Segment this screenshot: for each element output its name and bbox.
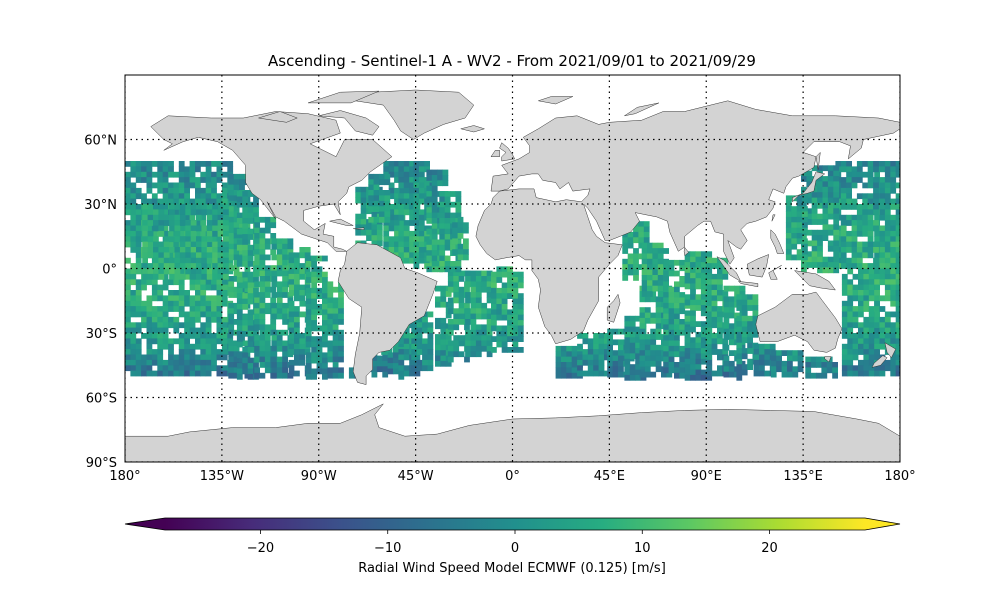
land-north-america (150, 111, 393, 252)
swath-band (447, 270, 470, 363)
land-madagascar (606, 293, 621, 323)
land-australia (755, 291, 843, 353)
longitude-tick-label: 135°W (200, 469, 244, 484)
longitude-labels: 180° 135°W 90°W 45°W 0° 45°E 90°E 135°E 180° (109, 469, 915, 484)
latitude-tick-label: 60°S (86, 392, 117, 407)
map-area (125, 75, 900, 462)
land-novaya-zemlya (624, 102, 660, 117)
land-svalbard (538, 96, 573, 105)
land-iceland (460, 125, 486, 133)
longitude-tick-label: 180° (109, 469, 140, 484)
swath-band (491, 266, 524, 353)
colorbar-outline (124, 517, 901, 531)
swath-band (327, 281, 344, 379)
map-frame (124, 74, 901, 463)
land-borneo (746, 254, 770, 278)
land-new-guinea (793, 270, 836, 291)
colorbar-tick-label: 10 (634, 541, 651, 556)
longitude-tick-label: 90°E (691, 469, 722, 484)
latitude-labels: 60°N 30°N 0° 30°S 60°S 90°S (84, 134, 117, 472)
land-greenland (354, 89, 475, 140)
land-japan (792, 171, 826, 203)
land-tasmania (824, 356, 832, 363)
land-sakhalin (815, 151, 821, 170)
swath-band (411, 311, 434, 372)
swath-band (368, 173, 391, 223)
land-sumatra (716, 256, 742, 283)
colorbar-scale (165, 518, 865, 530)
land-philippines (770, 229, 785, 254)
colorbar-ticks: −20 −10 0 10 20 (247, 530, 778, 556)
colorbar-label: Radial Wind Speed Model ECMWF (0.125) [m… (358, 561, 666, 576)
land-sri-lanka (683, 246, 689, 257)
colorbar-tick-label: 0 (511, 541, 519, 556)
land-taiwan (771, 214, 776, 222)
longitude-tick-label: 180° (884, 469, 915, 484)
latitude-tick-label: 30°S (86, 327, 117, 342)
land-new-zealand-north (884, 342, 897, 359)
land-new-zealand-south (871, 355, 888, 368)
swath-band (785, 195, 808, 261)
land-victoria-island (258, 111, 298, 123)
longitude-tick-label: 90°W (301, 469, 337, 484)
swath-band (770, 350, 804, 378)
graticule (125, 75, 900, 462)
land-layer (125, 89, 900, 462)
land-eurasia-africa (475, 100, 900, 345)
land-great-britain (499, 142, 516, 162)
swath-band (835, 161, 879, 269)
longitude-tick-label: 135°E (783, 469, 823, 484)
colorbar-extend-high (865, 518, 900, 530)
colorbar-tick-label: 20 (761, 541, 778, 556)
swath-band (452, 216, 469, 261)
land-baffin-island (318, 110, 380, 136)
latitude-tick-label: 60°N (84, 134, 117, 149)
swath-band (305, 255, 328, 380)
land-sulawesi (768, 265, 782, 280)
latitude-tick-label: 0° (102, 263, 117, 278)
swath-band (465, 270, 493, 358)
latitude-tick-label: 90°S (86, 456, 117, 471)
swath-band (142, 204, 229, 280)
colorbar: −20 −10 0 10 20 Radial Wind Speed Model ECMW… (124, 517, 901, 576)
land-ireland (490, 150, 500, 157)
colorbar-tick-label: −20 (247, 541, 274, 556)
swath-band (622, 221, 650, 281)
longitude-tick-label: 0° (505, 469, 520, 484)
land-java (737, 281, 759, 288)
latitude-tick-label: 30°N (84, 198, 117, 213)
map-title: Ascending - Sentinel-1 A - WV2 - From 20… (268, 52, 756, 70)
swath-band (577, 333, 610, 377)
colorbar-tick-label: −10 (374, 541, 401, 556)
longitude-tick-label: 45°E (594, 469, 625, 484)
swath-band (736, 294, 759, 381)
longitude-tick-label: 45°W (398, 469, 434, 484)
land-hispaniola (353, 227, 365, 231)
land-ellesmere-island (307, 90, 380, 104)
land-cuba (329, 218, 354, 226)
land-south-america (337, 242, 438, 385)
colorbar-extend-low (125, 518, 165, 530)
